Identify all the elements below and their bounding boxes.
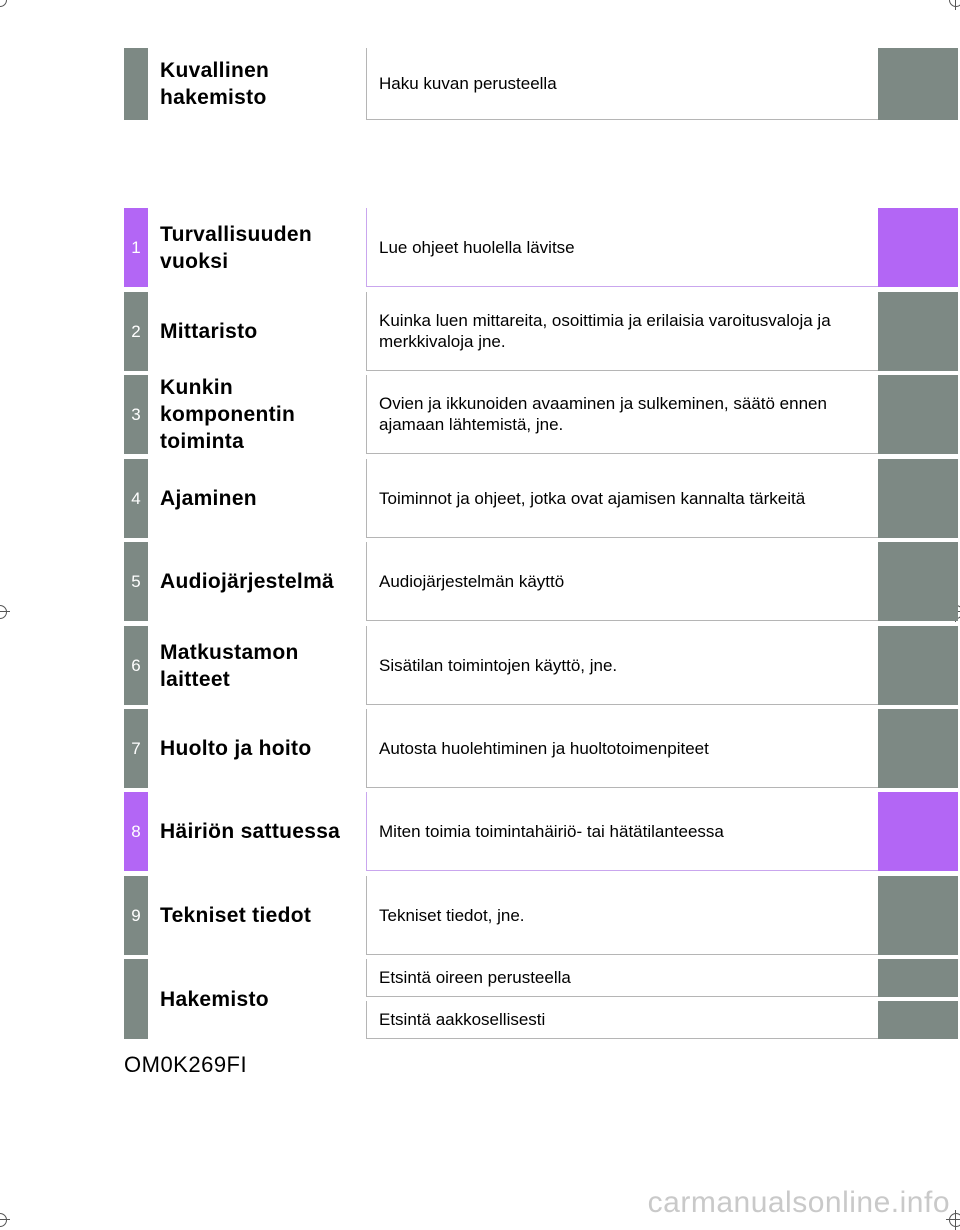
crop-mark-bottom-left: [0, 1210, 10, 1230]
section-title: Ajaminen: [160, 487, 257, 510]
index-entry-symptom[interactable]: Etsintä oireen perusteella: [366, 959, 878, 997]
crop-mark-top-right: [946, 0, 960, 10]
section-title: Audiojärjestelmä: [160, 570, 335, 593]
section-title: Mittaristo: [160, 320, 258, 343]
section-tab[interactable]: [878, 208, 958, 287]
section-7[interactable]: 7 Huolto ja hoito Autosta huolehtiminen …: [124, 709, 958, 788]
section-title: Kunkin komponentin toiminta: [160, 376, 296, 453]
section-title: Häiriön sattuessa: [160, 820, 341, 843]
section-9[interactable]: 9 Tekniset tiedot Tekniset tiedot, jne.: [124, 876, 958, 955]
section-number: [124, 48, 148, 120]
document-code: OM0K269FI: [124, 1052, 248, 1077]
section-number: 1: [124, 208, 148, 287]
section-description: Toiminnot ja ohjeet, jotka ovat ajamisen…: [366, 459, 878, 538]
watermark: carmanualsonline.info: [647, 1186, 950, 1219]
section-index: Hakemisto Etsintä oireen perusteella Ets…: [124, 959, 958, 1039]
section-number: 4: [124, 459, 148, 538]
section-description: Ovien ja ikkunoiden avaaminen ja sulkemi…: [366, 375, 878, 454]
section-description: Haku kuvan perusteella: [366, 48, 878, 120]
section-description: Sisätilan toimintojen käyttö, jne.: [366, 626, 878, 705]
section-number: 8: [124, 792, 148, 871]
section-title: Hakemisto: [160, 987, 269, 1011]
section-number: 2: [124, 292, 148, 371]
crop-mark-top-left: [0, 0, 10, 10]
section-number: 6: [124, 626, 148, 705]
section-title: Tekniset tiedot: [160, 904, 312, 927]
section-description: Autosta huolehtiminen ja huoltotoimenpit…: [366, 709, 878, 788]
section-tab[interactable]: [878, 626, 958, 705]
section-tab[interactable]: [878, 542, 958, 621]
section-number: 3: [124, 375, 148, 454]
section-1[interactable]: 1 Turvallisuuden vuoksi Lue ohjeet huole…: [124, 208, 958, 287]
section-5[interactable]: 5 Audiojärjestelmä Audiojärjestelmän käy…: [124, 542, 958, 621]
section-tab[interactable]: [878, 375, 958, 454]
section-title: Kuvallinen hakemisto: [160, 59, 270, 109]
section-number: 5: [124, 542, 148, 621]
section-tab[interactable]: [878, 709, 958, 788]
section-pictorial-index[interactable]: Kuvallinen hakemisto Haku kuvan perustee…: [124, 48, 958, 120]
section-3[interactable]: 3 Kunkin komponentin toiminta Ovien ja i…: [124, 375, 958, 454]
index-tab-symptom[interactable]: [878, 959, 958, 997]
index-tab-alphabetical[interactable]: [878, 1001, 958, 1039]
section-tab[interactable]: [878, 459, 958, 538]
section-number: [124, 959, 148, 1039]
section-tab[interactable]: [878, 792, 958, 871]
section-description: Tekniset tiedot, jne.: [366, 876, 878, 955]
section-title: Turvallisuuden vuoksi: [160, 222, 312, 273]
crop-mark-mid-left: [0, 602, 10, 622]
section-description: Miten toimia toimintahäiriö- tai hätätil…: [366, 792, 878, 871]
section-description: Lue ohjeet huolella lävitse: [366, 208, 878, 287]
section-number: 7: [124, 709, 148, 788]
section-description: Audiojärjestelmän käyttö: [366, 542, 878, 621]
section-tab[interactable]: [878, 292, 958, 371]
section-6[interactable]: 6 Matkustamon laitteet Sisätilan toimint…: [124, 626, 958, 705]
index-entry-alphabetical[interactable]: Etsintä aakkosellisesti: [366, 1001, 878, 1039]
section-tab[interactable]: [878, 48, 958, 120]
section-2[interactable]: 2 Mittaristo Kuinka luen mittareita, oso…: [124, 292, 958, 371]
section-description: Kuinka luen mittareita, osoittimia ja er…: [366, 292, 878, 371]
section-4[interactable]: 4 Ajaminen Toiminnot ja ohjeet, jotka ov…: [124, 459, 958, 538]
section-8[interactable]: 8 Häiriön sattuessa Miten toimia toimint…: [124, 792, 958, 871]
section-tab[interactable]: [878, 876, 958, 955]
section-title: Matkustamon laitteet: [160, 640, 299, 691]
section-number: 9: [124, 876, 148, 955]
section-title: Huolto ja hoito: [160, 737, 312, 760]
